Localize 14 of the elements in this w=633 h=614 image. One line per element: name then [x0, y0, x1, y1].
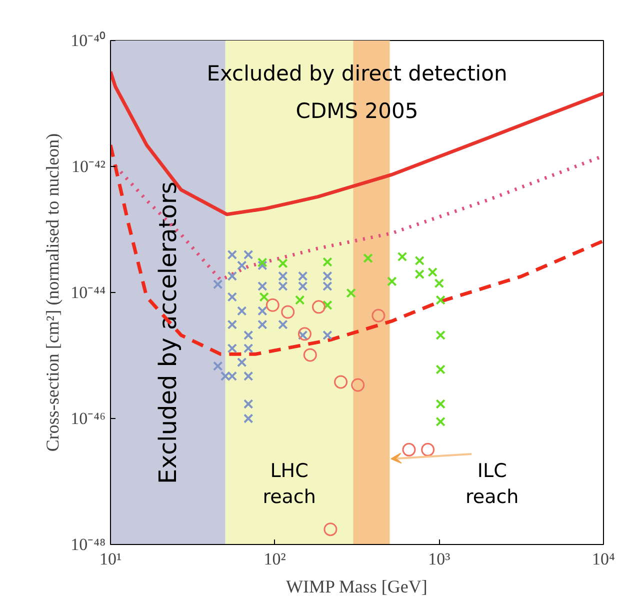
- band-label: ILC reach: [466, 460, 519, 508]
- x-tick-label: 10³: [428, 550, 450, 568]
- x-tick-label: 10²: [264, 550, 286, 568]
- y-tick-label: 10⁻⁴⁶: [70, 409, 106, 428]
- x-tick-label: 10⁴: [592, 550, 616, 568]
- y-axis-title: Cross-section [cm²] (normalised to nucleon): [42, 133, 63, 452]
- y-tick-label: 10⁻⁴⁴: [70, 283, 106, 302]
- band-label: LHC reach: [262, 460, 316, 508]
- y-tick-label: 10⁻⁴⁰: [70, 31, 106, 50]
- y-tick-label: 10⁻⁴²: [71, 157, 106, 176]
- annotation: Excluded by direct detection: [206, 61, 508, 86]
- annotation: CDMS 2005: [296, 99, 418, 124]
- x-axis-title: WIMP Mass [GeV]: [286, 576, 428, 596]
- band-label: Excluded by accelerators: [154, 182, 182, 484]
